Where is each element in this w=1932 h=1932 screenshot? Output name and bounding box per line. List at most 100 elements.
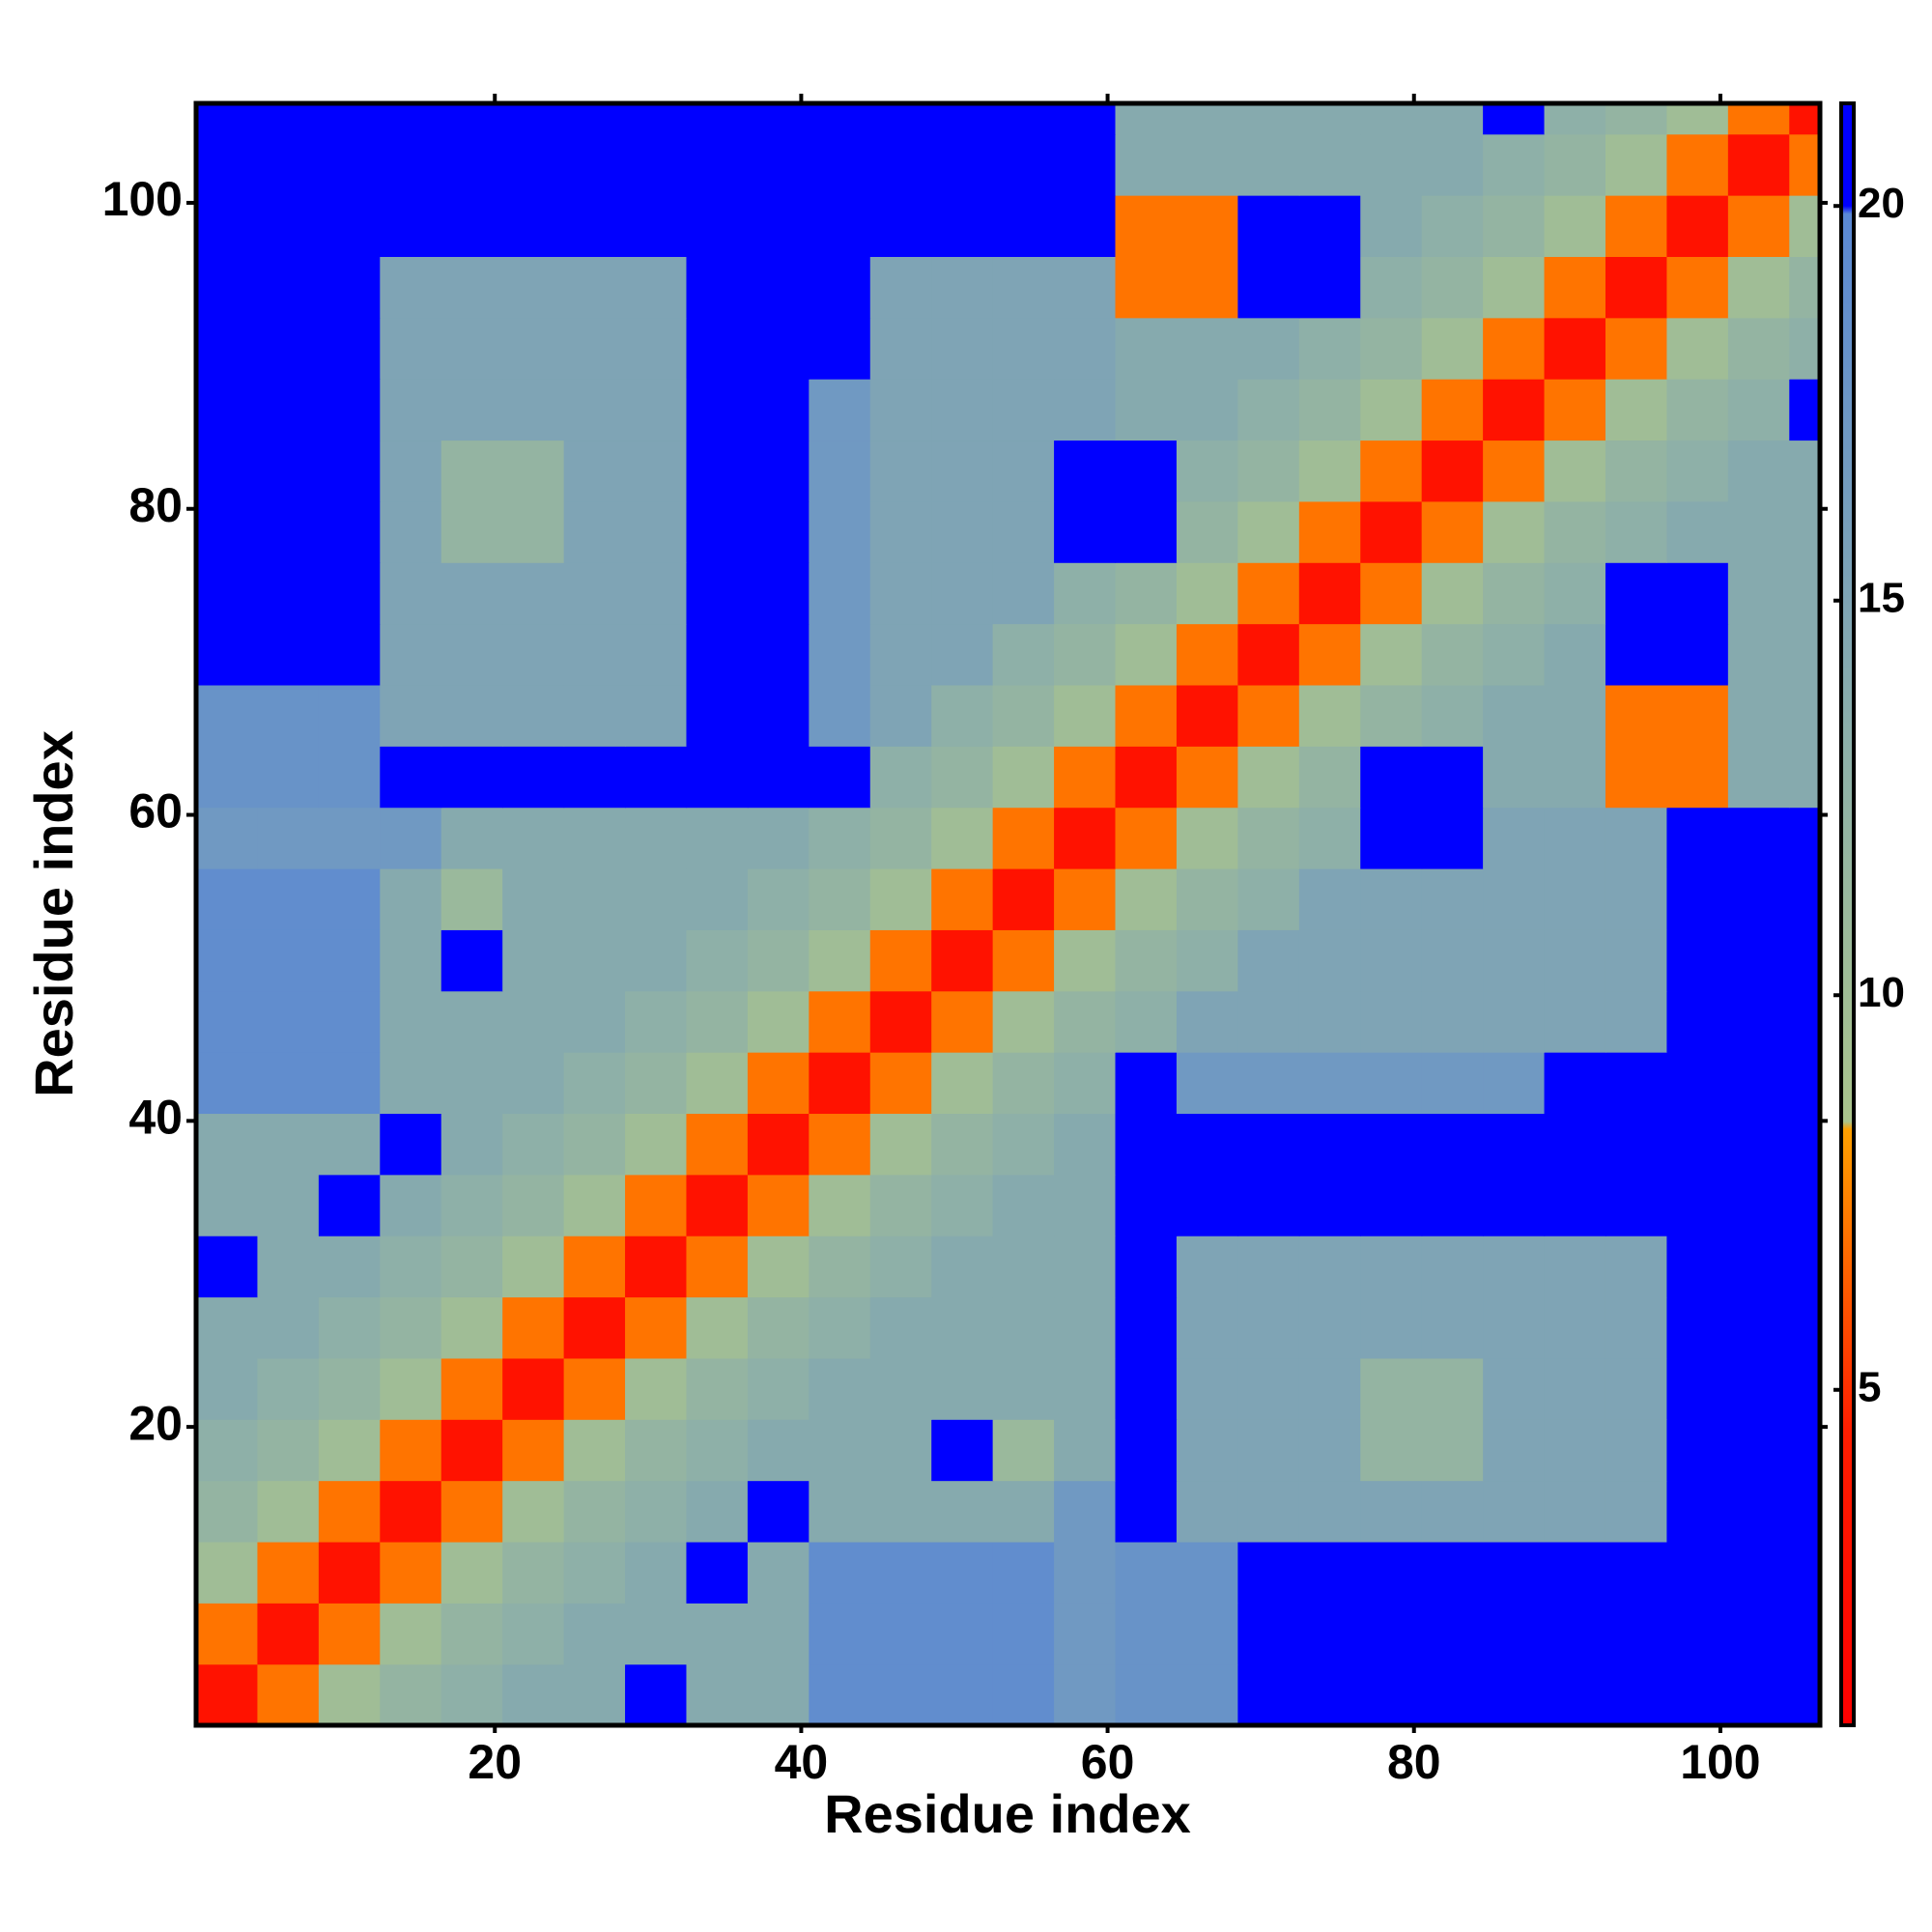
heatmap-cell bbox=[686, 990, 749, 1053]
heatmap-cell bbox=[809, 1603, 871, 1665]
heatmap-cell bbox=[931, 990, 994, 1053]
heatmap-cell bbox=[1666, 1603, 1729, 1665]
heatmap-cell bbox=[318, 103, 381, 135]
heatmap-cell bbox=[1421, 1480, 1484, 1543]
heatmap-cell bbox=[1605, 1480, 1668, 1543]
heatmap-cell bbox=[440, 1419, 503, 1482]
heatmap-cell bbox=[1483, 562, 1546, 625]
heatmap-cell bbox=[686, 623, 749, 686]
x-tick-label: 20 bbox=[468, 1735, 522, 1789]
heatmap-cell bbox=[992, 440, 1055, 502]
heatmap-cell bbox=[1483, 103, 1546, 135]
heatmap-cell bbox=[380, 500, 442, 563]
heatmap-cell bbox=[1054, 1663, 1117, 1725]
heatmap-cell bbox=[1789, 1236, 1820, 1298]
x-axis-label: Residue index bbox=[824, 1783, 1191, 1844]
heatmap-cell bbox=[1360, 1603, 1423, 1665]
heatmap-cell bbox=[1360, 684, 1423, 747]
heatmap-cell bbox=[992, 807, 1055, 869]
heatmap-cell bbox=[380, 867, 442, 930]
heatmap-cell bbox=[563, 1541, 626, 1604]
heatmap-cell bbox=[809, 1236, 871, 1298]
heatmap-cell bbox=[1605, 1663, 1668, 1725]
heatmap-cell bbox=[747, 1296, 810, 1359]
heatmap-cell bbox=[1298, 1296, 1361, 1359]
heatmap-cell bbox=[1237, 1419, 1300, 1482]
heatmap-cell bbox=[992, 1480, 1055, 1543]
heatmap-cell bbox=[1237, 807, 1300, 869]
heatmap-cell bbox=[1483, 379, 1546, 441]
heatmap-cell bbox=[931, 1480, 994, 1543]
heatmap-cell bbox=[1727, 1052, 1790, 1115]
heatmap-cell bbox=[257, 684, 320, 747]
heatmap-cell bbox=[318, 1541, 381, 1604]
heatmap-cell bbox=[869, 1663, 932, 1725]
heatmap-cell bbox=[1666, 256, 1729, 319]
heatmap-cell bbox=[380, 1541, 442, 1604]
heatmap-cell bbox=[1605, 256, 1668, 319]
heatmap-cell bbox=[502, 562, 565, 625]
colorbar-tick-label: 5 bbox=[1858, 1363, 1881, 1410]
heatmap-cell bbox=[1298, 1236, 1361, 1298]
heatmap-cell bbox=[1176, 990, 1238, 1053]
heatmap-cell bbox=[380, 990, 442, 1053]
heatmap-cell bbox=[747, 1603, 810, 1665]
heatmap-cell bbox=[1789, 1052, 1820, 1115]
heatmap-cell bbox=[1176, 929, 1238, 992]
heatmap-cell bbox=[257, 1113, 320, 1176]
heatmap-cell bbox=[318, 133, 381, 196]
heatmap-cell bbox=[440, 623, 503, 686]
heatmap-cell bbox=[625, 195, 688, 257]
heatmap-cell bbox=[1115, 317, 1178, 380]
heatmap-cell bbox=[196, 746, 259, 809]
heatmap-cell bbox=[1483, 1541, 1546, 1604]
heatmap-cell bbox=[1360, 1113, 1423, 1176]
heatmap-cell bbox=[1544, 256, 1606, 319]
heatmap-cell bbox=[1298, 500, 1361, 563]
heatmap-cell bbox=[747, 684, 810, 747]
heatmap-cell bbox=[686, 1603, 749, 1665]
x-tick-label: 40 bbox=[775, 1735, 829, 1789]
heatmap-cell bbox=[1176, 807, 1238, 869]
heatmap-cell bbox=[440, 1052, 503, 1115]
heatmap-cell bbox=[1421, 562, 1484, 625]
heatmap-cell bbox=[931, 1174, 994, 1236]
heatmap-cell bbox=[1176, 133, 1238, 196]
heatmap-cell bbox=[1605, 1174, 1668, 1236]
heatmap-cell bbox=[1544, 807, 1606, 869]
heatmap-cell bbox=[1115, 379, 1178, 441]
heatmap-cell bbox=[1727, 440, 1790, 502]
heatmap-cell bbox=[1298, 929, 1361, 992]
heatmap-cell bbox=[1176, 500, 1238, 563]
heatmap-cell bbox=[257, 256, 320, 319]
heatmap-cell bbox=[1483, 684, 1546, 747]
heatmap-cell bbox=[318, 256, 381, 319]
heatmap-cell bbox=[1727, 562, 1790, 625]
heatmap-cell bbox=[1298, 379, 1361, 441]
heatmap-cell bbox=[1054, 440, 1117, 502]
heatmap-cell bbox=[747, 929, 810, 992]
heatmap-cell bbox=[1727, 1174, 1790, 1236]
heatmap-cell bbox=[1421, 133, 1484, 196]
heatmap-cell bbox=[1237, 1113, 1300, 1176]
heatmap-cell bbox=[1054, 1541, 1117, 1604]
heatmap-cell bbox=[380, 133, 442, 196]
heatmap-cell bbox=[809, 1357, 871, 1420]
heatmap-cell bbox=[257, 1419, 320, 1482]
heatmap-cell bbox=[318, 867, 381, 930]
heatmap-cell bbox=[1666, 623, 1729, 686]
heatmap-cell bbox=[809, 317, 871, 380]
heatmap-cell bbox=[625, 623, 688, 686]
heatmap-cell bbox=[1237, 1603, 1300, 1665]
heatmap-cell bbox=[563, 440, 626, 502]
heatmap-cell bbox=[1054, 1480, 1117, 1543]
heatmap-cell bbox=[992, 379, 1055, 441]
heatmap-cell bbox=[502, 929, 565, 992]
heatmap-cell bbox=[257, 500, 320, 563]
heatmap-cell bbox=[625, 1174, 688, 1236]
heatmap-cell bbox=[1421, 1603, 1484, 1665]
heatmap-cell bbox=[1421, 623, 1484, 686]
heatmap-cell bbox=[809, 1419, 871, 1482]
heatmap-cell bbox=[809, 1113, 871, 1176]
colorbar-tick-label: 15 bbox=[1858, 574, 1905, 621]
